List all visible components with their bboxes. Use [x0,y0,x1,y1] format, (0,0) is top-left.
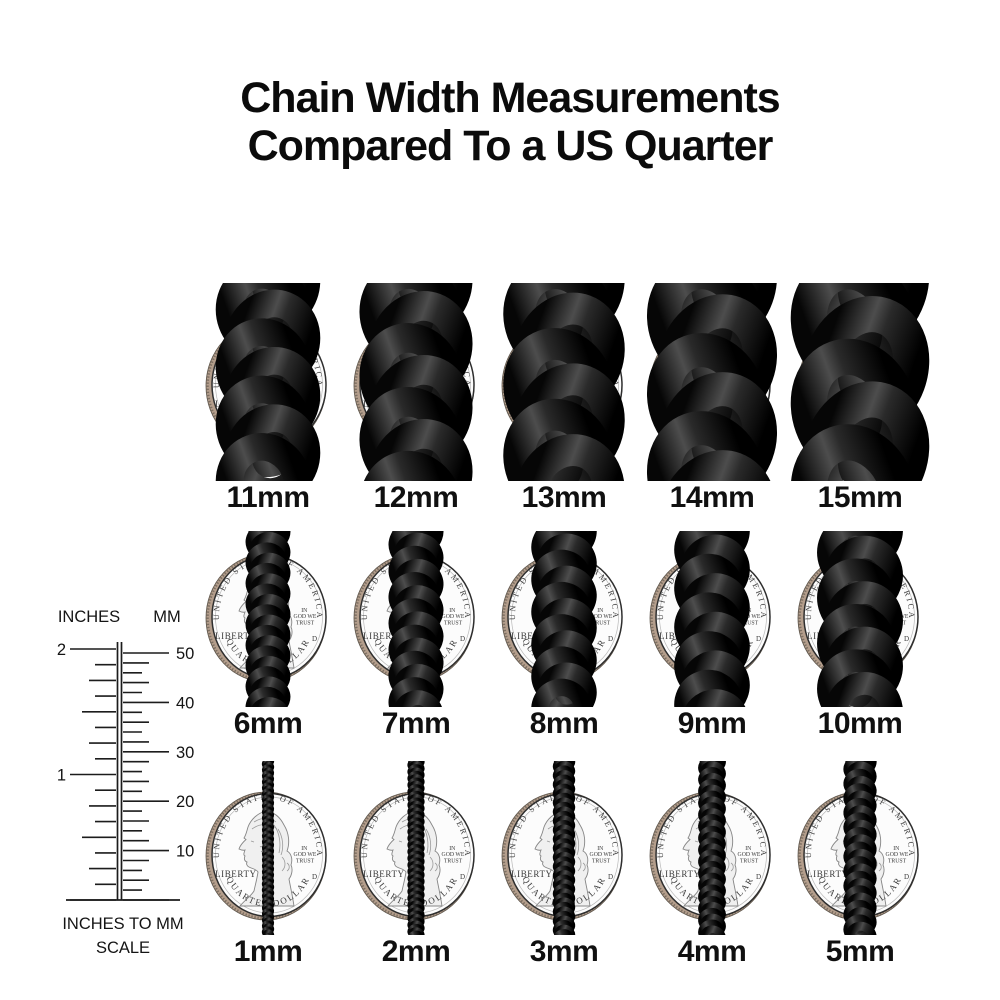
page-title: Chain Width Measurements Compared To a U… [0,74,1000,170]
svg-text:20: 20 [176,793,194,811]
chain-sample-cell: 13mm [490,283,638,513]
chain-sample-cell: 3mm [490,761,638,967]
title-line-1: Chain Width Measurements [240,74,780,122]
quarter-with-chain-graphic [204,283,328,481]
chain-size-label: 9mm [677,707,747,740]
quarter-with-chain-graphic [790,283,930,481]
chain-sample-cell: 2mm [342,761,490,967]
chain-sample-cell: 1mm [194,761,342,967]
chain-size-label: 1mm [233,935,303,968]
quarter-with-chain-graphic [796,761,920,935]
svg-text:10: 10 [176,843,194,861]
quarter-with-chain-graphic [352,761,476,935]
quarter-with-chain-graphic [796,531,920,707]
chain-sample-cell: 5mm [786,761,934,967]
ruler-inches-label: INCHES [58,608,120,626]
chain-size-label: 11mm [226,481,310,514]
ruler-caption-line-1: INCHES TO MM [62,915,183,933]
chain-sample-cell: 9mm [638,531,786,739]
chain-sample-cell: 14mm [638,283,786,513]
chain-size-label: 8mm [529,707,599,740]
quarter-with-chain-graphic [646,283,778,481]
quarter-with-chain-graphic [352,283,476,481]
quarter-with-chain-graphic [500,531,624,707]
svg-text:50: 50 [176,645,194,663]
chain-size-label: 15mm [817,481,903,514]
quarter-with-chain-graphic [204,761,328,935]
chain-sample-cell: 12mm [342,283,490,513]
chain-size-label: 14mm [669,481,755,514]
svg-text:40: 40 [176,694,194,712]
chain-size-row: 1mm 2mm 3mm 4mm 5mm [194,761,934,967]
chain-size-label: 3mm [529,935,599,968]
chain-size-label: 6mm [233,707,303,740]
title-line-2: Compared To a US Quarter [247,122,774,170]
quarter-with-chain-graphic [648,761,772,935]
chain-size-label: 7mm [381,707,451,740]
chain-size-label: 5mm [825,935,895,968]
chain-sample-cell: 4mm [638,761,786,967]
chain-size-label: 13mm [521,481,607,514]
inches-to-mm-ruler: INCHES MM 1 2 10 20 30 40 50 INCHES TO MM SCALE [48,598,198,975]
chain-size-row: 11mm 12mm 13mm 14mm 15mm [194,283,934,513]
chain-size-row: 6mm 7mm 8mm 9mm 10mm [194,531,934,739]
ruler-mm-label: MM [153,608,181,626]
chain-sample-cell: 10mm [786,531,934,739]
chain-sample-cell: 7mm [342,531,490,739]
quarter-with-chain-graphic [648,531,772,707]
chain-sample-cell: 6mm [194,531,342,739]
quarter-with-chain-graphic [500,761,624,935]
chain-size-label: 2mm [381,935,451,968]
chain-size-label: 4mm [677,935,747,968]
svg-text:30: 30 [176,744,194,762]
chain-sample-cell: 15mm [786,283,934,513]
quarter-with-chain-graphic [500,283,625,481]
quarter-with-chain-graphic [352,531,476,707]
svg-text:1: 1 [57,767,66,785]
quarter-with-chain-graphic [204,531,328,707]
ruler-graphic: INCHES MM 1 2 10 20 30 40 50 INCHES TO MM SCALE [57,608,195,957]
chain-size-label: 12mm [373,481,459,514]
chain-sample-cell: 8mm [490,531,638,739]
svg-text:2: 2 [57,641,66,659]
ruler-caption-line-2: SCALE [96,939,150,957]
chain-sample-cell: 11mm [194,283,342,513]
chain-size-label: 10mm [817,707,903,740]
